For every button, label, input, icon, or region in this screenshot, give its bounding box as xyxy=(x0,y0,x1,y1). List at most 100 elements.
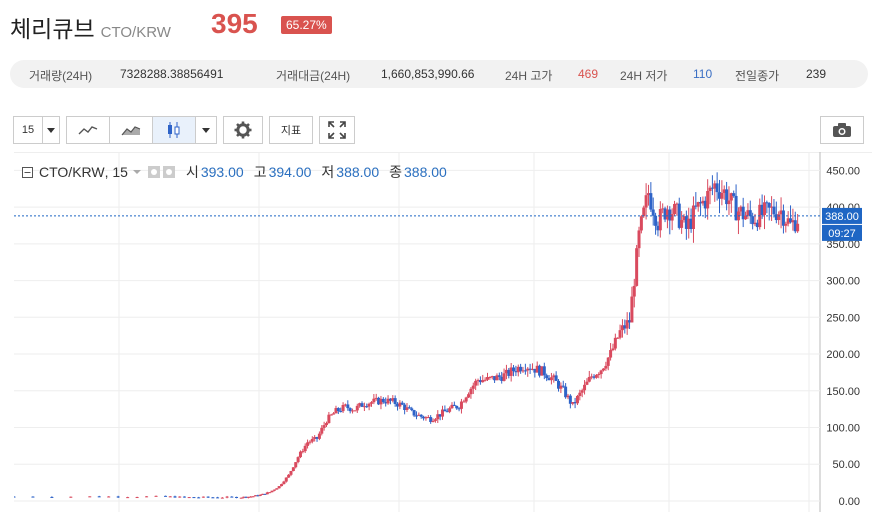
candle-body xyxy=(457,408,461,410)
candle-body xyxy=(694,205,698,207)
candle-body xyxy=(332,413,336,415)
candle-body xyxy=(126,497,130,499)
candle-body xyxy=(396,404,400,407)
legend-interval: 15 xyxy=(112,164,128,180)
candle-body xyxy=(772,206,776,215)
gear-icon xyxy=(234,121,252,139)
coin-name: 체리큐브 xyxy=(10,17,95,43)
indicator-button[interactable]: 지표 xyxy=(269,116,313,144)
candle-body xyxy=(616,337,620,339)
open-label: 시 xyxy=(185,164,199,180)
candle-body xyxy=(538,365,542,376)
candle-body xyxy=(296,457,300,463)
candle-body xyxy=(346,404,350,409)
candle-body xyxy=(793,220,797,232)
fullscreen-button[interactable] xyxy=(319,116,355,144)
candle-body xyxy=(760,204,764,216)
candles xyxy=(14,172,800,499)
y-tick-label: 350.00 xyxy=(826,239,860,251)
candle-body xyxy=(729,193,733,201)
candle-body xyxy=(263,493,267,495)
candle-body xyxy=(632,285,636,297)
candle-body xyxy=(334,408,338,414)
candle-body xyxy=(713,183,717,189)
candle-body xyxy=(578,392,582,396)
stats-bar: 거래량(24H) 7328288.38856491 거래대금(24H) 1,66… xyxy=(10,60,868,88)
candle-body xyxy=(441,409,445,417)
candle-body xyxy=(680,220,684,228)
candle-body xyxy=(211,497,215,499)
candle-body xyxy=(620,325,624,331)
visibility-icon[interactable] xyxy=(147,166,176,178)
candle-chart-button[interactable] xyxy=(152,116,196,144)
candle-body xyxy=(336,408,340,412)
candle-body xyxy=(599,370,603,375)
chart-toolbar: 15 지표 xyxy=(13,116,355,144)
candle-body xyxy=(488,376,492,378)
candle-body xyxy=(403,404,407,410)
candle-body xyxy=(192,497,196,499)
candle-body xyxy=(703,200,707,209)
candle-body xyxy=(642,207,646,217)
candle-body xyxy=(789,218,793,223)
candle-body xyxy=(244,496,248,498)
candle-body xyxy=(261,493,265,495)
candle-body xyxy=(145,496,149,498)
candle-body xyxy=(748,210,752,217)
chart-legend: CTO/KRW , 15 시 393.00 고 394.00 저 388.00 … xyxy=(22,162,447,182)
candle-body xyxy=(611,348,615,351)
area-chart-button[interactable] xyxy=(109,116,153,144)
candle-body xyxy=(718,192,722,199)
candle-body xyxy=(216,497,220,499)
chevron-down-icon[interactable] xyxy=(132,169,142,175)
candle-body xyxy=(322,425,326,428)
candle-body xyxy=(424,417,428,419)
chevron-down-icon xyxy=(202,127,210,133)
candle-body xyxy=(374,397,378,399)
candle-body xyxy=(639,216,643,231)
candle-body xyxy=(500,376,504,381)
snapshot-button[interactable] xyxy=(820,116,864,144)
chart-type-dropdown[interactable] xyxy=(195,116,217,144)
interval-select[interactable]: 15 xyxy=(13,116,43,144)
interval-dropdown[interactable] xyxy=(42,116,60,144)
candle-body xyxy=(230,496,234,498)
candle-body xyxy=(284,477,288,482)
candle-body xyxy=(429,417,433,422)
candle-body xyxy=(459,401,463,409)
collapse-icon[interactable] xyxy=(22,166,33,178)
candle-body xyxy=(372,398,376,403)
settings-button[interactable] xyxy=(223,116,263,144)
candle-body xyxy=(275,488,279,490)
price-chart[interactable]: 0.00 50.00 100.00 150.00 200.00 250.00 300.00 3… xyxy=(14,152,872,512)
candle-body xyxy=(464,397,468,402)
candle-body xyxy=(770,206,774,208)
candle-body xyxy=(691,205,695,229)
candle-body xyxy=(568,395,572,404)
candle-body xyxy=(592,376,596,378)
candle-body xyxy=(561,385,565,387)
candle-body xyxy=(410,408,414,411)
line-chart-button[interactable] xyxy=(66,116,110,144)
countdown-tag xyxy=(822,224,862,241)
candle-body xyxy=(249,496,253,498)
candle-body xyxy=(88,496,92,498)
candle-body xyxy=(256,495,260,497)
candle-body xyxy=(682,216,686,221)
candle-body xyxy=(116,496,120,498)
candle-body xyxy=(637,230,641,249)
candle-body xyxy=(625,320,629,329)
candle-body xyxy=(708,187,712,191)
candle-body xyxy=(14,496,16,498)
high-label: 고 xyxy=(253,164,267,180)
candle-body xyxy=(135,497,139,499)
candle-body xyxy=(251,496,255,498)
candle-body xyxy=(741,206,745,220)
candle-body xyxy=(419,414,423,417)
candle-body xyxy=(398,402,402,407)
candle-body xyxy=(246,496,250,498)
y-tick-label: 250.00 xyxy=(826,312,860,324)
legend-comma: , xyxy=(104,164,113,180)
interval-value: 15 xyxy=(21,124,35,136)
y-tick-label: 450.00 xyxy=(826,165,860,177)
